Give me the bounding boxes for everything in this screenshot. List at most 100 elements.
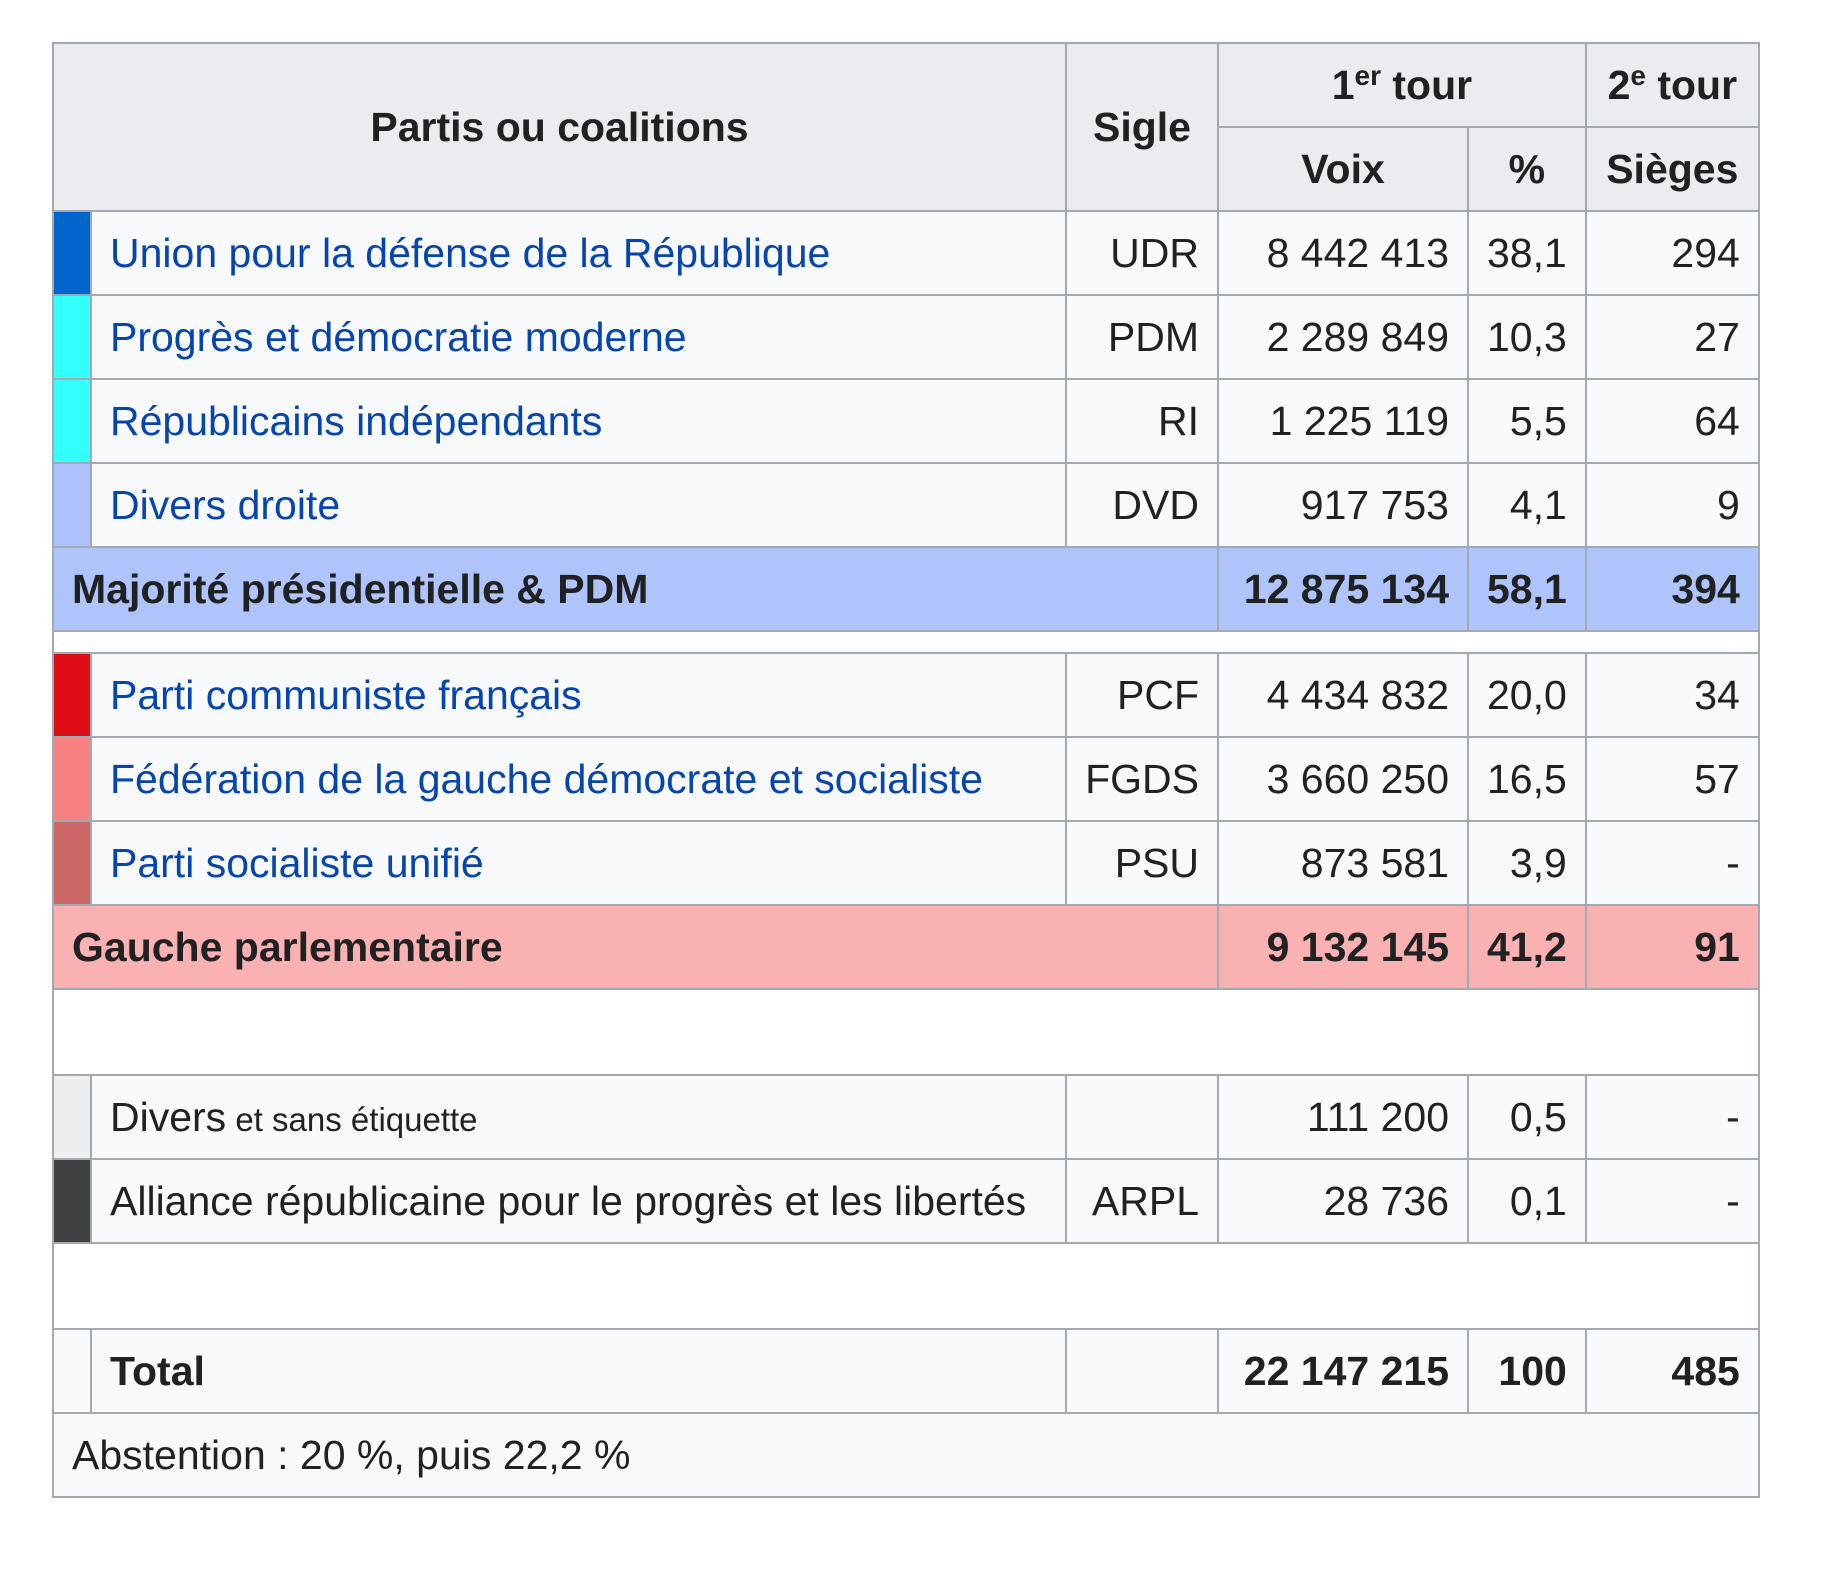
coalition-label: Majorité présidentielle & PDM: [52, 546, 1219, 632]
party-row: Divers et sans étiquette 111 200 0,5-: [52, 1074, 1760, 1160]
party-name-cell: Divers et sans étiquette: [90, 1074, 1067, 1160]
party-sigle: DVD: [1065, 462, 1219, 548]
total-percent: 100: [1467, 1328, 1587, 1414]
results-body: Union pour la défense de la République UD…: [52, 210, 1760, 1498]
party-name-cell: Alliance républicaine pour le progrès et…: [90, 1158, 1067, 1244]
party-votes: 4 434 832: [1217, 652, 1469, 738]
header-parties: Partis ou coalitions: [52, 42, 1067, 212]
party-row: Parti communiste français PCF 4 434 832 20,…: [52, 652, 1760, 738]
party-percent: 0,5: [1467, 1074, 1587, 1160]
party-color-swatch: [52, 378, 92, 464]
party-link[interactable]: Républicains indépendants: [110, 397, 603, 444]
party-color-swatch: [52, 652, 92, 738]
spacer-row: [52, 630, 1760, 654]
party-sigle: [1065, 1074, 1219, 1160]
spacer-row: [52, 988, 1760, 1076]
round2-word: tour: [1645, 61, 1738, 108]
party-row: Progrès et démocratie moderne PDM 2 289 84…: [52, 294, 1760, 380]
party-link[interactable]: Union pour la défense de la République: [110, 229, 831, 276]
party-color-swatch: [52, 1074, 92, 1160]
party-row: Républicains indépendants RI 1 225 119 5,5 6…: [52, 378, 1760, 464]
coalition-percent: 41,2: [1467, 904, 1587, 990]
party-name-cell: Fédération de la gauche démocrate et soc…: [90, 736, 1067, 822]
coalition-seats: 91: [1584, 904, 1760, 990]
total-sigle: [1065, 1328, 1219, 1414]
party-link[interactable]: Fédération de la gauche démocrate et soc…: [110, 755, 983, 802]
header-votes: Voix: [1217, 126, 1469, 212]
abstention-note: Abstention : 20 %, puis 22,2 %: [52, 1412, 1760, 1498]
spacer-cell: [52, 630, 1760, 654]
total-label: Total: [90, 1328, 1067, 1414]
header-percent: %: [1467, 126, 1587, 212]
coalition-seats: 394: [1584, 546, 1760, 632]
party-link[interactable]: Parti communiste français: [110, 671, 582, 718]
party-votes: 917 753: [1217, 462, 1469, 548]
party-color-swatch: [52, 820, 92, 906]
party-color-swatch: [52, 736, 92, 822]
spacer-cell: [52, 988, 1760, 1076]
results-table-wrapper: Partis ou coalitions Sigle 1er tour 2e t…: [52, 42, 1760, 1498]
party-link[interactable]: Parti socialiste unifié: [110, 839, 484, 886]
party-votes: 1 225 119: [1217, 378, 1469, 464]
coalition-percent: 58,1: [1467, 546, 1587, 632]
party-seats: 294: [1584, 210, 1760, 296]
round2-number: 2: [1607, 61, 1631, 108]
party-percent: 0,1: [1467, 1158, 1587, 1244]
party-percent: 38,1: [1467, 210, 1587, 296]
header-sigle: Sigle: [1065, 42, 1219, 212]
party-votes: 8 442 413: [1217, 210, 1469, 296]
coalition-votes: 9 132 145: [1217, 904, 1469, 990]
party-row: Alliance républicaine pour le progrès et…: [52, 1158, 1760, 1244]
party-votes: 2 289 849: [1217, 294, 1469, 380]
party-sigle: PSU: [1065, 820, 1219, 906]
party-link[interactable]: Divers droite: [110, 481, 341, 528]
party-sigle: PDM: [1065, 294, 1219, 380]
party-name: Alliance républicaine pour le progrès et…: [110, 1177, 1027, 1224]
header-round2: 2e tour: [1584, 42, 1760, 128]
round1-superscript: er: [1354, 59, 1381, 91]
round1-word: tour: [1381, 61, 1473, 108]
party-row: Divers droite DVD 917 753 4,1 9: [52, 462, 1760, 548]
round1-number: 1: [1331, 61, 1355, 108]
party-name-cell: Progrès et démocratie moderne: [90, 294, 1067, 380]
party-votes: 873 581: [1217, 820, 1469, 906]
party-seats: 34: [1584, 652, 1760, 738]
party-name-cell: Union pour la défense de la République: [90, 210, 1067, 296]
party-color-swatch: [52, 294, 92, 380]
party-name-cell: Parti socialiste unifié: [90, 820, 1067, 906]
party-sigle: UDR: [1065, 210, 1219, 296]
party-name: Divers: [110, 1093, 227, 1140]
party-votes: 28 736: [1217, 1158, 1469, 1244]
total-swatch: [52, 1328, 92, 1414]
party-seats: 64: [1584, 378, 1760, 464]
party-row: Union pour la défense de la République UD…: [52, 210, 1760, 296]
coalition-label: Gauche parlementaire: [52, 904, 1219, 990]
party-row: Parti socialiste unifié PSU 873 581 3,9-: [52, 820, 1760, 906]
header-seats: Sièges: [1584, 126, 1760, 212]
party-name-cell: Parti communiste français: [90, 652, 1067, 738]
header-round1: 1er tour: [1217, 42, 1587, 128]
party-percent: 20,0: [1467, 652, 1587, 738]
total-seats: 485: [1584, 1328, 1760, 1414]
party-votes: 3 660 250: [1217, 736, 1469, 822]
footer-row: Abstention : 20 %, puis 22,2 %: [52, 1412, 1760, 1498]
total-votes: 22 147 215: [1217, 1328, 1469, 1414]
party-color-swatch: [52, 462, 92, 548]
party-color-swatch: [52, 1158, 92, 1244]
party-color-swatch: [52, 210, 92, 296]
party-link[interactable]: Progrès et démocratie moderne: [110, 313, 687, 360]
party-sigle: RI: [1065, 378, 1219, 464]
party-seats: 27: [1584, 294, 1760, 380]
party-name-cell: Divers droite: [90, 462, 1067, 548]
party-seats: 57: [1584, 736, 1760, 822]
party-percent: 16,5: [1467, 736, 1587, 822]
party-row: Fédération de la gauche démocrate et soc…: [52, 736, 1760, 822]
coalition-summary-row: Majorité présidentielle & PDM 12 875 134 5…: [52, 546, 1760, 632]
party-votes: 111 200: [1217, 1074, 1469, 1160]
party-name-note: et sans étiquette: [226, 1100, 478, 1138]
header-row-2: Voix % Sièges: [53, 126, 1760, 212]
party-percent: 4,1: [1467, 462, 1587, 548]
party-sigle: ARPL: [1065, 1158, 1219, 1244]
total-row: Total 22 147 215 100 485: [52, 1328, 1760, 1414]
party-percent: 10,3: [1467, 294, 1587, 380]
